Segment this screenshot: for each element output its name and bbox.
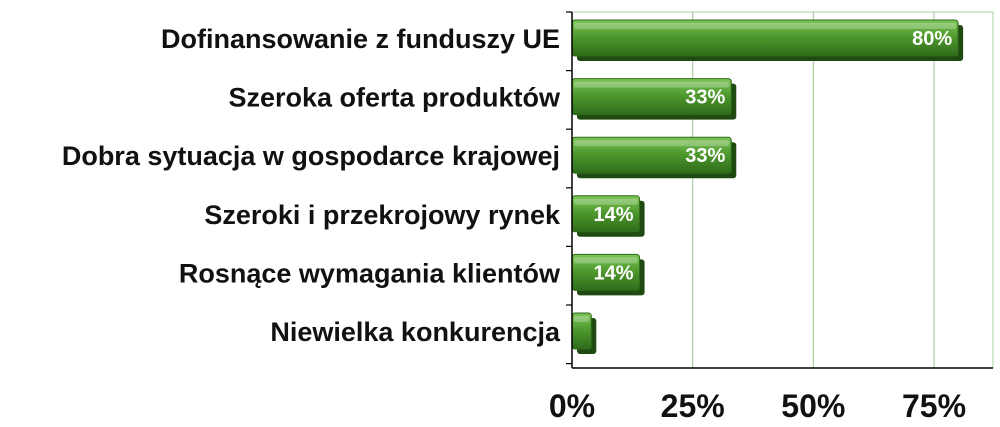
bar-highlight bbox=[574, 257, 638, 264]
bar bbox=[571, 312, 597, 354]
bar bbox=[571, 253, 645, 296]
category-label: Dobra sytuacja w gospodarce krajowej bbox=[62, 141, 560, 171]
x-tick-label: 50% bbox=[781, 388, 845, 424]
bar-highlight bbox=[574, 23, 957, 29]
category-label: Niewielka konkurencja bbox=[270, 317, 561, 347]
data-label: 14% bbox=[594, 204, 634, 226]
data-label: 33% bbox=[685, 87, 725, 109]
category-label: Dofinansowanie z funduszy UE bbox=[161, 24, 560, 54]
data-labels: 80% 33% 33% 14% 14% bbox=[594, 28, 953, 284]
x-tick-label: 75% bbox=[902, 388, 966, 424]
axes bbox=[566, 11, 993, 369]
category-label: Rosnące wymagania klientów bbox=[179, 258, 561, 288]
bar-highlight bbox=[574, 140, 730, 147]
bar-highlight bbox=[574, 81, 730, 88]
category-label: Szeroki i przekrojowy rynek bbox=[204, 200, 561, 230]
x-tick-labels: 0% 25% 50% 75% bbox=[549, 388, 966, 424]
bar bbox=[571, 78, 737, 120]
data-label: 80% bbox=[912, 28, 952, 50]
bar-highlight bbox=[574, 198, 638, 205]
gridlines bbox=[572, 11, 994, 368]
x-tick-label: 0% bbox=[549, 388, 595, 424]
bar bbox=[571, 136, 737, 179]
category-label: Szeroka oferta produktów bbox=[228, 83, 561, 113]
data-label: 33% bbox=[685, 145, 725, 167]
category-labels: Dofinansowanie z funduszy UE Szeroka ofer… bbox=[62, 24, 561, 347]
data-label: 14% bbox=[594, 262, 634, 284]
bar-highlight bbox=[574, 316, 590, 322]
x-tick-label: 25% bbox=[661, 388, 725, 424]
bar bbox=[571, 19, 964, 61]
bar bbox=[571, 195, 645, 237]
bars bbox=[571, 19, 964, 354]
